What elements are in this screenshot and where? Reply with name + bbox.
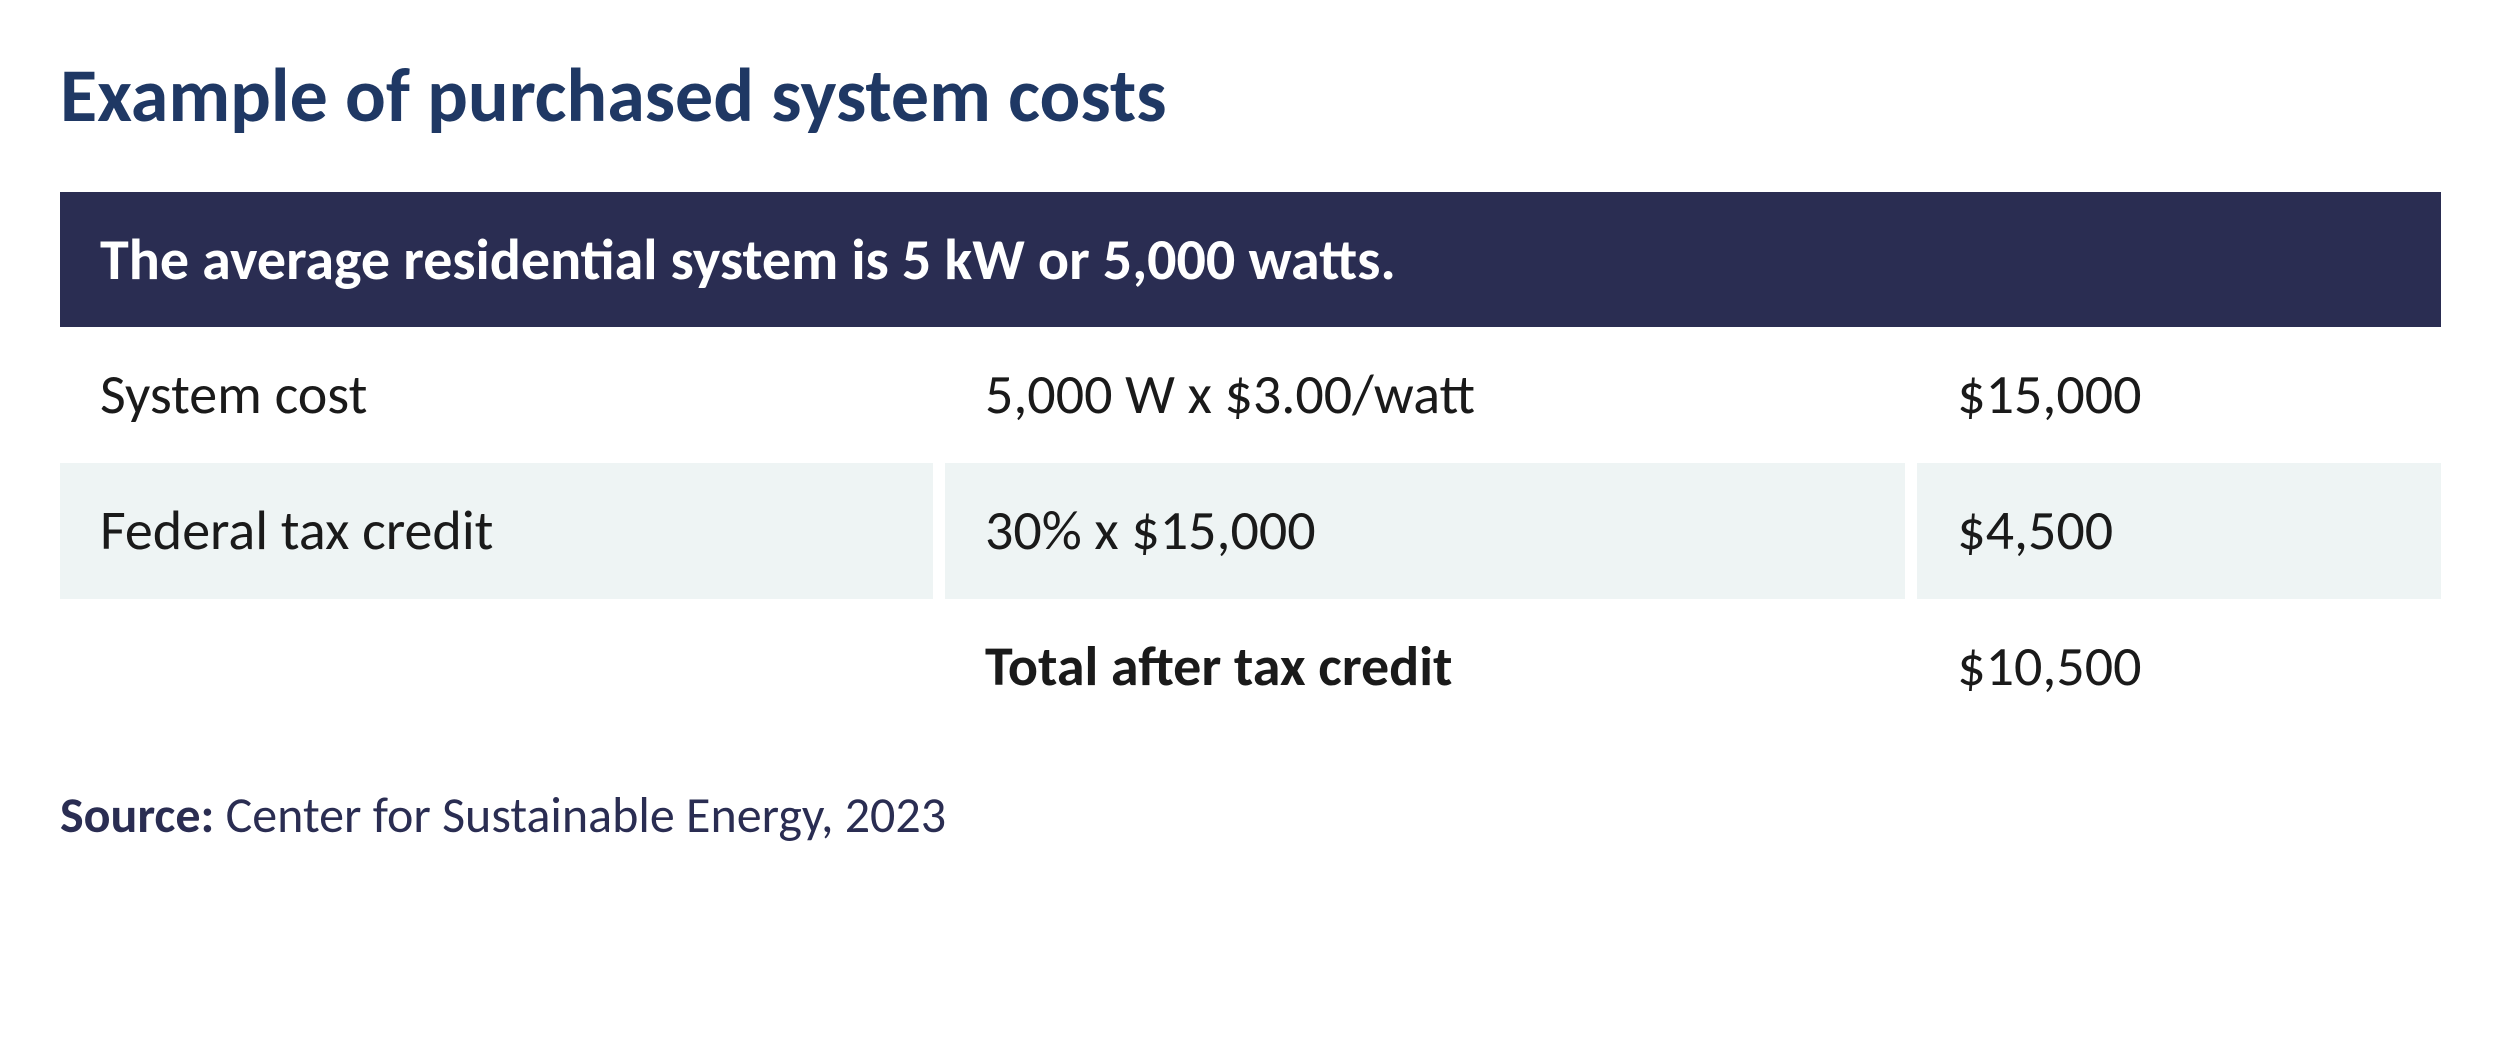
- source-label: Source:: [60, 785, 214, 846]
- table-row: Federal tax credit 30% x $15,000 $4,500: [60, 463, 2441, 599]
- row-value: $4,500: [1917, 463, 2441, 599]
- row-label: Federal tax credit: [60, 463, 933, 599]
- row-calc: 30% x $15,000: [945, 463, 1905, 599]
- row-label: System cost: [60, 327, 933, 463]
- source-line: Source: Center for Sustainable Energy, 2…: [60, 785, 2441, 846]
- table-total-row: Total after tax credit $10,500: [60, 599, 2441, 735]
- table-row: System cost 5,000 W x $3.00/watt $15,000: [60, 327, 2441, 463]
- row-value: $15,000: [1917, 327, 2441, 463]
- row-label: [60, 599, 933, 735]
- cost-table: The average residential system is 5 kW o…: [60, 192, 2441, 735]
- table-header: The average residential system is 5 kW o…: [60, 192, 2441, 327]
- row-calc: 5,000 W x $3.00/watt: [945, 327, 1905, 463]
- row-value: $10,500: [1917, 599, 2441, 735]
- source-text: Center for Sustainable Energy, 2023: [214, 785, 946, 846]
- page-title: Example of purchased system costs: [60, 50, 2441, 142]
- row-calc: Total after tax credit: [945, 599, 1905, 735]
